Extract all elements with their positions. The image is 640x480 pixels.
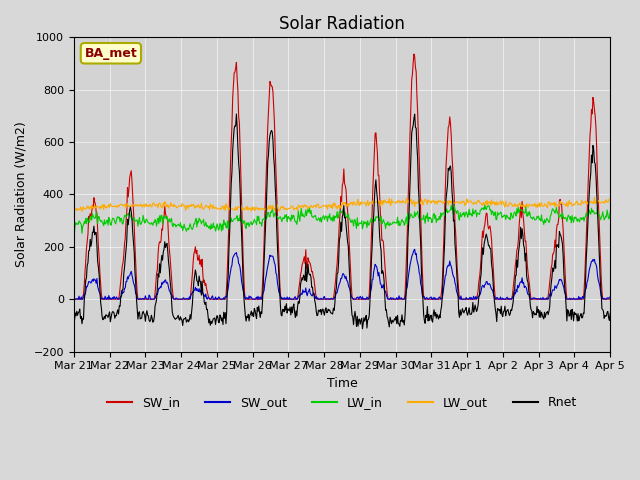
- Legend: SW_in, SW_out, LW_in, LW_out, Rnet: SW_in, SW_out, LW_in, LW_out, Rnet: [102, 391, 582, 414]
- LW_in: [190, 221, 198, 227]
- SW_out: [407, 258, 415, 264]
- LW_out: [190, 202, 198, 207]
- Rnet: [70, 313, 77, 319]
- LW_out: [81, 206, 88, 212]
- LW_in: [70, 222, 77, 228]
- LW_out: [218, 203, 226, 209]
- Y-axis label: Solar Radiation (W/m2): Solar Radiation (W/m2): [15, 121, 28, 267]
- LW_in: [481, 202, 489, 208]
- LW_out: [136, 202, 143, 208]
- SW_out: [424, 295, 431, 301]
- Rnet: [358, 326, 366, 332]
- LW_in: [218, 221, 226, 227]
- Line: SW_out: SW_out: [74, 249, 610, 299]
- SW_out: [411, 246, 419, 252]
- SW_in: [70, 296, 77, 302]
- SW_in: [407, 102, 415, 108]
- LW_in: [408, 213, 415, 218]
- Rnet: [408, 126, 416, 132]
- X-axis label: Time: Time: [326, 377, 357, 390]
- SW_out: [79, 292, 87, 298]
- SW_in: [189, 259, 197, 265]
- SW_out: [189, 290, 197, 296]
- LW_out: [591, 195, 598, 201]
- SW_out: [218, 296, 225, 302]
- LW_out: [606, 196, 614, 202]
- LW_out: [70, 206, 77, 212]
- SW_in: [135, 296, 143, 302]
- SW_out: [606, 295, 614, 301]
- LW_in: [81, 219, 88, 225]
- SW_in: [218, 296, 225, 302]
- SW_in: [606, 296, 614, 302]
- Rnet: [424, 318, 432, 324]
- SW_out: [70, 296, 77, 302]
- Title: Solar Radiation: Solar Radiation: [279, 15, 405, 33]
- Text: BA_met: BA_met: [84, 47, 137, 60]
- LW_in: [424, 210, 431, 216]
- LW_out: [408, 201, 415, 206]
- Rnet: [189, 288, 197, 294]
- LW_in: [78, 230, 86, 236]
- Rnet: [218, 318, 225, 324]
- Rnet: [232, 111, 240, 117]
- Rnet: [135, 310, 143, 316]
- LW_out: [78, 208, 86, 214]
- SW_out: [135, 296, 143, 302]
- Line: Rnet: Rnet: [74, 114, 610, 329]
- LW_in: [606, 209, 614, 215]
- Rnet: [606, 311, 614, 316]
- Line: LW_out: LW_out: [74, 198, 610, 211]
- LW_in: [136, 215, 143, 220]
- SW_in: [410, 51, 418, 57]
- SW_in: [79, 291, 87, 297]
- SW_in: [424, 296, 431, 302]
- Line: LW_in: LW_in: [74, 205, 610, 233]
- Rnet: [79, 316, 87, 322]
- Line: SW_in: SW_in: [74, 54, 610, 299]
- LW_out: [424, 202, 431, 207]
